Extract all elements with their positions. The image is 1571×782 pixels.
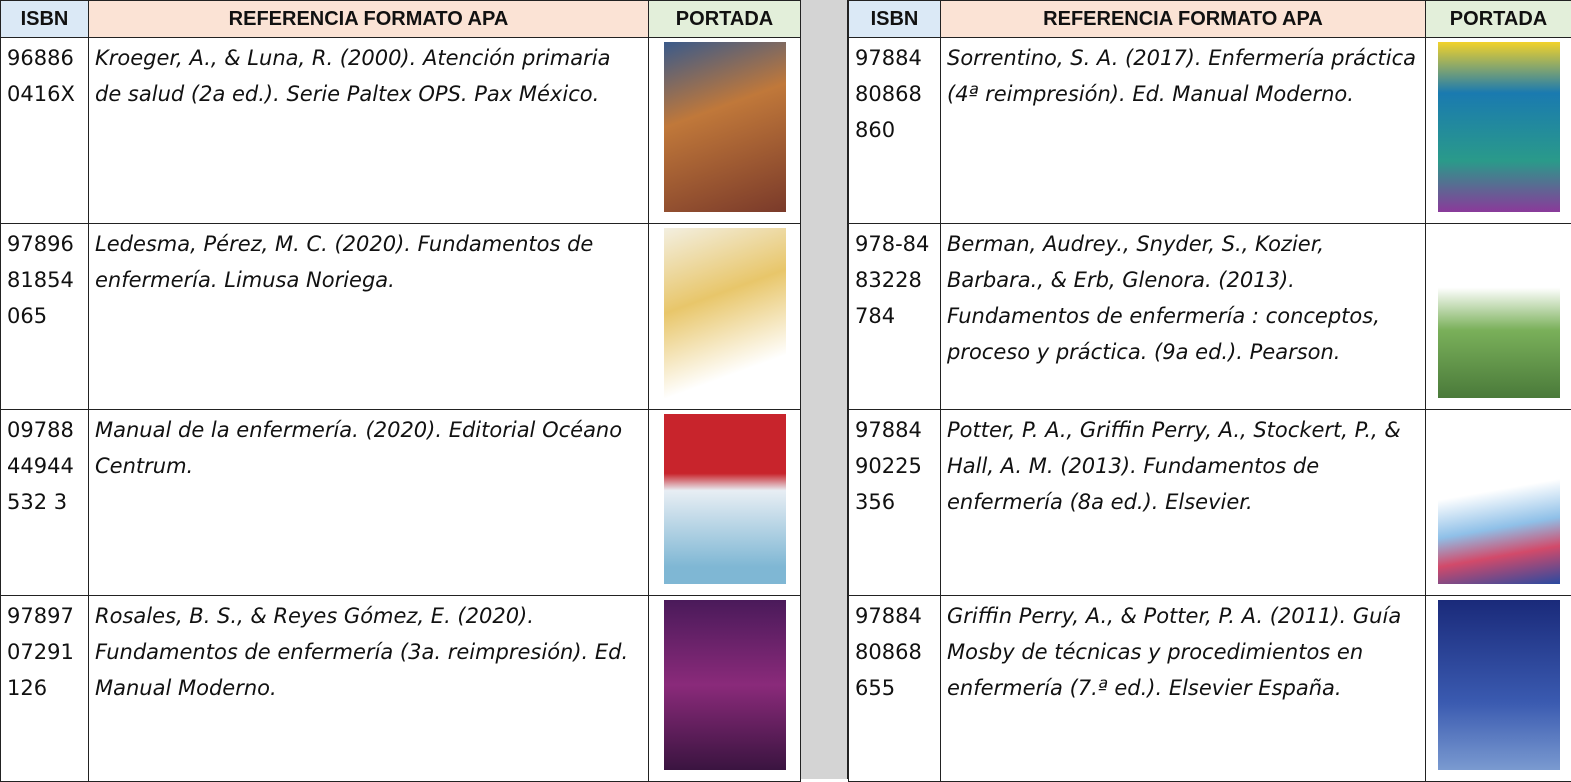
book-cover [1438,228,1560,398]
isbn-cell: 978-8483228784 [849,224,941,410]
reference-cell: Griffin Perry, A., & Potter, P. A. (2011… [941,596,1426,782]
cover-cell [649,410,801,596]
cover-cell [1426,410,1571,596]
isbn-cell: 9788480868655 [849,596,941,782]
column-header: ISBN [849,1,941,38]
reference-cell: Manual de la enfermería. (2020). Editori… [89,410,649,596]
cover-cell [1426,596,1571,782]
column-header: ISBN [1,1,89,38]
cover-cell [1426,38,1571,224]
cover-cell [649,224,801,410]
isbn-cell: 0978844944532 3 [1,410,89,596]
cover-cell [649,596,801,782]
column-header: PORTADA [649,1,801,38]
cover-cell [649,38,801,224]
cover-cell [1426,224,1571,410]
reference-cell: Potter, P. A., Griffin Perry, A., Stocke… [941,410,1426,596]
book-cover [664,600,786,770]
book-cover [1438,600,1560,770]
reference-cell: Rosales, B. S., & Reyes Gómez, E. (2020)… [89,596,649,782]
book-cover [664,42,786,212]
isbn-cell: 9789707291126 [1,596,89,782]
reference-cell: Berman, Audrey., Snyder, S., Kozier, Bar… [941,224,1426,410]
book-cover [664,414,786,584]
column-header: REFERENCIA FORMATO APA [89,1,649,38]
book-cover [664,228,786,398]
isbn-cell: 968860416X [1,38,89,224]
column-header: REFERENCIA FORMATO APA [941,1,1426,38]
isbn-cell: 9789681854065 [1,224,89,410]
book-cover [1438,42,1560,212]
book-cover [1438,414,1560,584]
column-header: PORTADA [1426,1,1571,38]
divider [800,0,848,779]
reference-cell: Sorrentino, S. A. (2017). Enfermería prá… [941,38,1426,224]
isbn-cell: 9788480868860 [849,38,941,224]
reference-cell: Ledesma, Pérez, M. C. (2020). Fundamento… [89,224,649,410]
isbn-cell: 9788490225356 [849,410,941,596]
reference-cell: Kroeger, A., & Luna, R. (2000). Atención… [89,38,649,224]
